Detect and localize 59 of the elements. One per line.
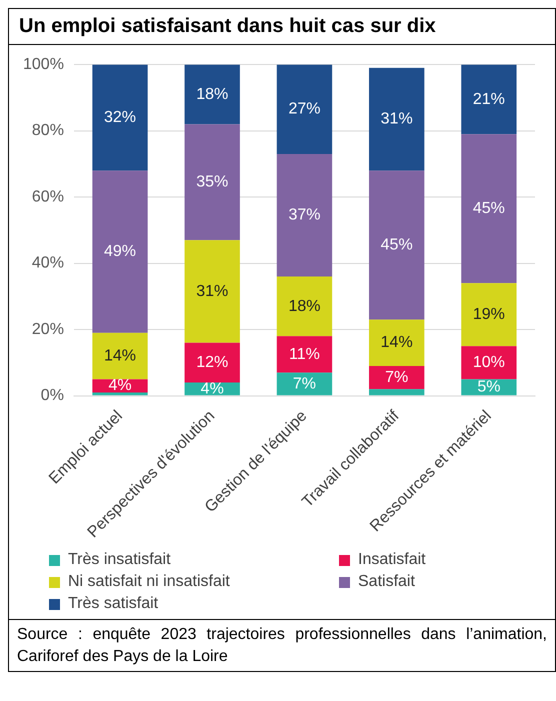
data-label: 32% [104,108,136,126]
bar [92,170,148,333]
bar [369,320,424,366]
legend-label: Satisfait [358,573,415,591]
legend-label: Ni satisfait ni insatisfait [68,573,230,591]
y-tick-label: 20% [32,320,64,338]
bar [461,134,517,284]
bar [92,64,148,171]
bar [461,283,517,346]
bar [276,276,332,336]
bar [184,342,240,383]
bar [369,170,424,320]
bar [184,64,240,124]
data-label: 19% [472,306,505,324]
data-label: 12% [196,354,228,372]
bar [461,346,517,380]
data-label: 7% [292,375,316,392]
legend-label: Très insatisfait [68,551,171,569]
data-label: 35% [196,174,228,191]
y-tick-label: 0% [40,387,64,404]
data-label: 31% [196,282,228,300]
bar [184,240,240,343]
bar [369,68,424,171]
data-label: 27% [288,100,320,118]
data-label: 11% [289,346,320,363]
data-label: 49% [104,243,136,260]
bar [184,124,240,240]
data-label: 18% [196,86,228,103]
data-label: 10% [472,354,505,372]
data-label: 4% [108,377,132,394]
data-label: 14% [380,334,413,352]
bar [92,392,148,396]
data-label: 31% [380,110,413,128]
y-tick-label: 100% [23,56,64,74]
y-tick-label: 80% [32,122,64,140]
data-label: 14% [104,347,136,364]
data-label: 45% [472,200,505,218]
legend-label: Insatisfait [358,551,426,569]
data-label: 37% [288,206,320,224]
legend-label: Très satisfait [68,595,158,613]
bar [92,332,148,380]
bar [461,379,517,396]
bar [369,389,424,396]
y-tick-label: 60% [32,188,64,206]
chart-title: Un emploi satisfaisant dans huit cas sur dix [9,9,555,45]
data-label: 5% [477,378,500,396]
bar [276,372,332,396]
data-label: 45% [380,236,413,254]
bar [276,336,332,373]
data-label: 4% [200,380,224,398]
source-note: Source : enquête 2023 trajectoires professionnelles dans l’animation, Cariforef des Pays de la Loire [9,619,555,672]
bar [276,154,332,277]
bar [369,366,424,390]
bar [276,64,332,154]
data-label: 7% [385,368,408,386]
data-label: 18% [288,298,320,315]
bar [461,64,517,134]
y-tick-label: 40% [32,254,64,272]
data-label: 21% [472,90,505,108]
